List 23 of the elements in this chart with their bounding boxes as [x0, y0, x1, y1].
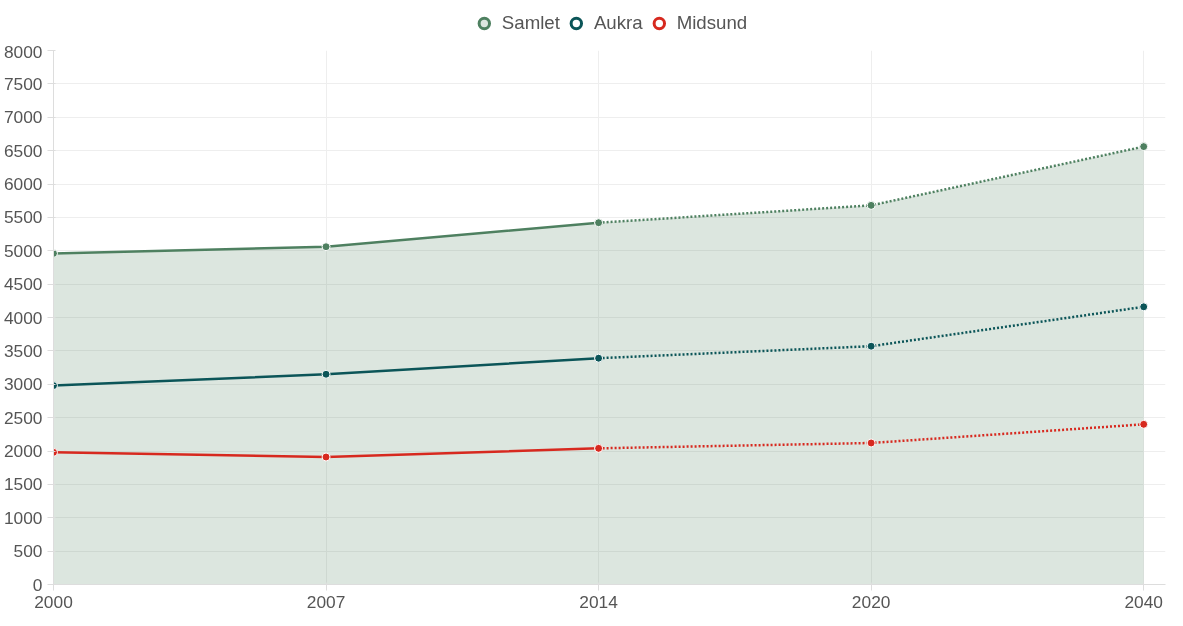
- y-tick-label: 7000: [3, 107, 43, 128]
- x-tick-label: 2020: [851, 591, 891, 612]
- y-tick-label: 4500: [3, 274, 43, 295]
- legend-label: Samlet: [501, 11, 560, 34]
- y-tick-label: 5000: [3, 240, 43, 261]
- legend-label: Aukra: [593, 11, 643, 34]
- y-tick-label: 1500: [3, 474, 43, 495]
- x-tick-label: 2014: [579, 591, 619, 612]
- y-tick-label: 8000: [3, 41, 43, 62]
- x-tick-label: 2007: [306, 591, 346, 612]
- y-tick-label: 1000: [3, 507, 43, 528]
- y-tick-label: 6000: [3, 174, 43, 194]
- y-tick-label: 3500: [3, 340, 43, 361]
- y-tick-label: 7500: [3, 73, 43, 94]
- legend-label: Midsund: [676, 11, 748, 34]
- y-tick-label: 2500: [3, 407, 43, 428]
- y-tick-label: 5500: [3, 207, 43, 228]
- y-tick-label: 500: [13, 541, 43, 562]
- y-tick-label: 3000: [3, 374, 43, 395]
- y-tick-label: 4000: [3, 307, 43, 328]
- y-tick-label: 2000: [3, 441, 43, 461]
- y-tick-label: 6500: [3, 140, 43, 161]
- x-tick-label: 2040: [1124, 591, 1163, 612]
